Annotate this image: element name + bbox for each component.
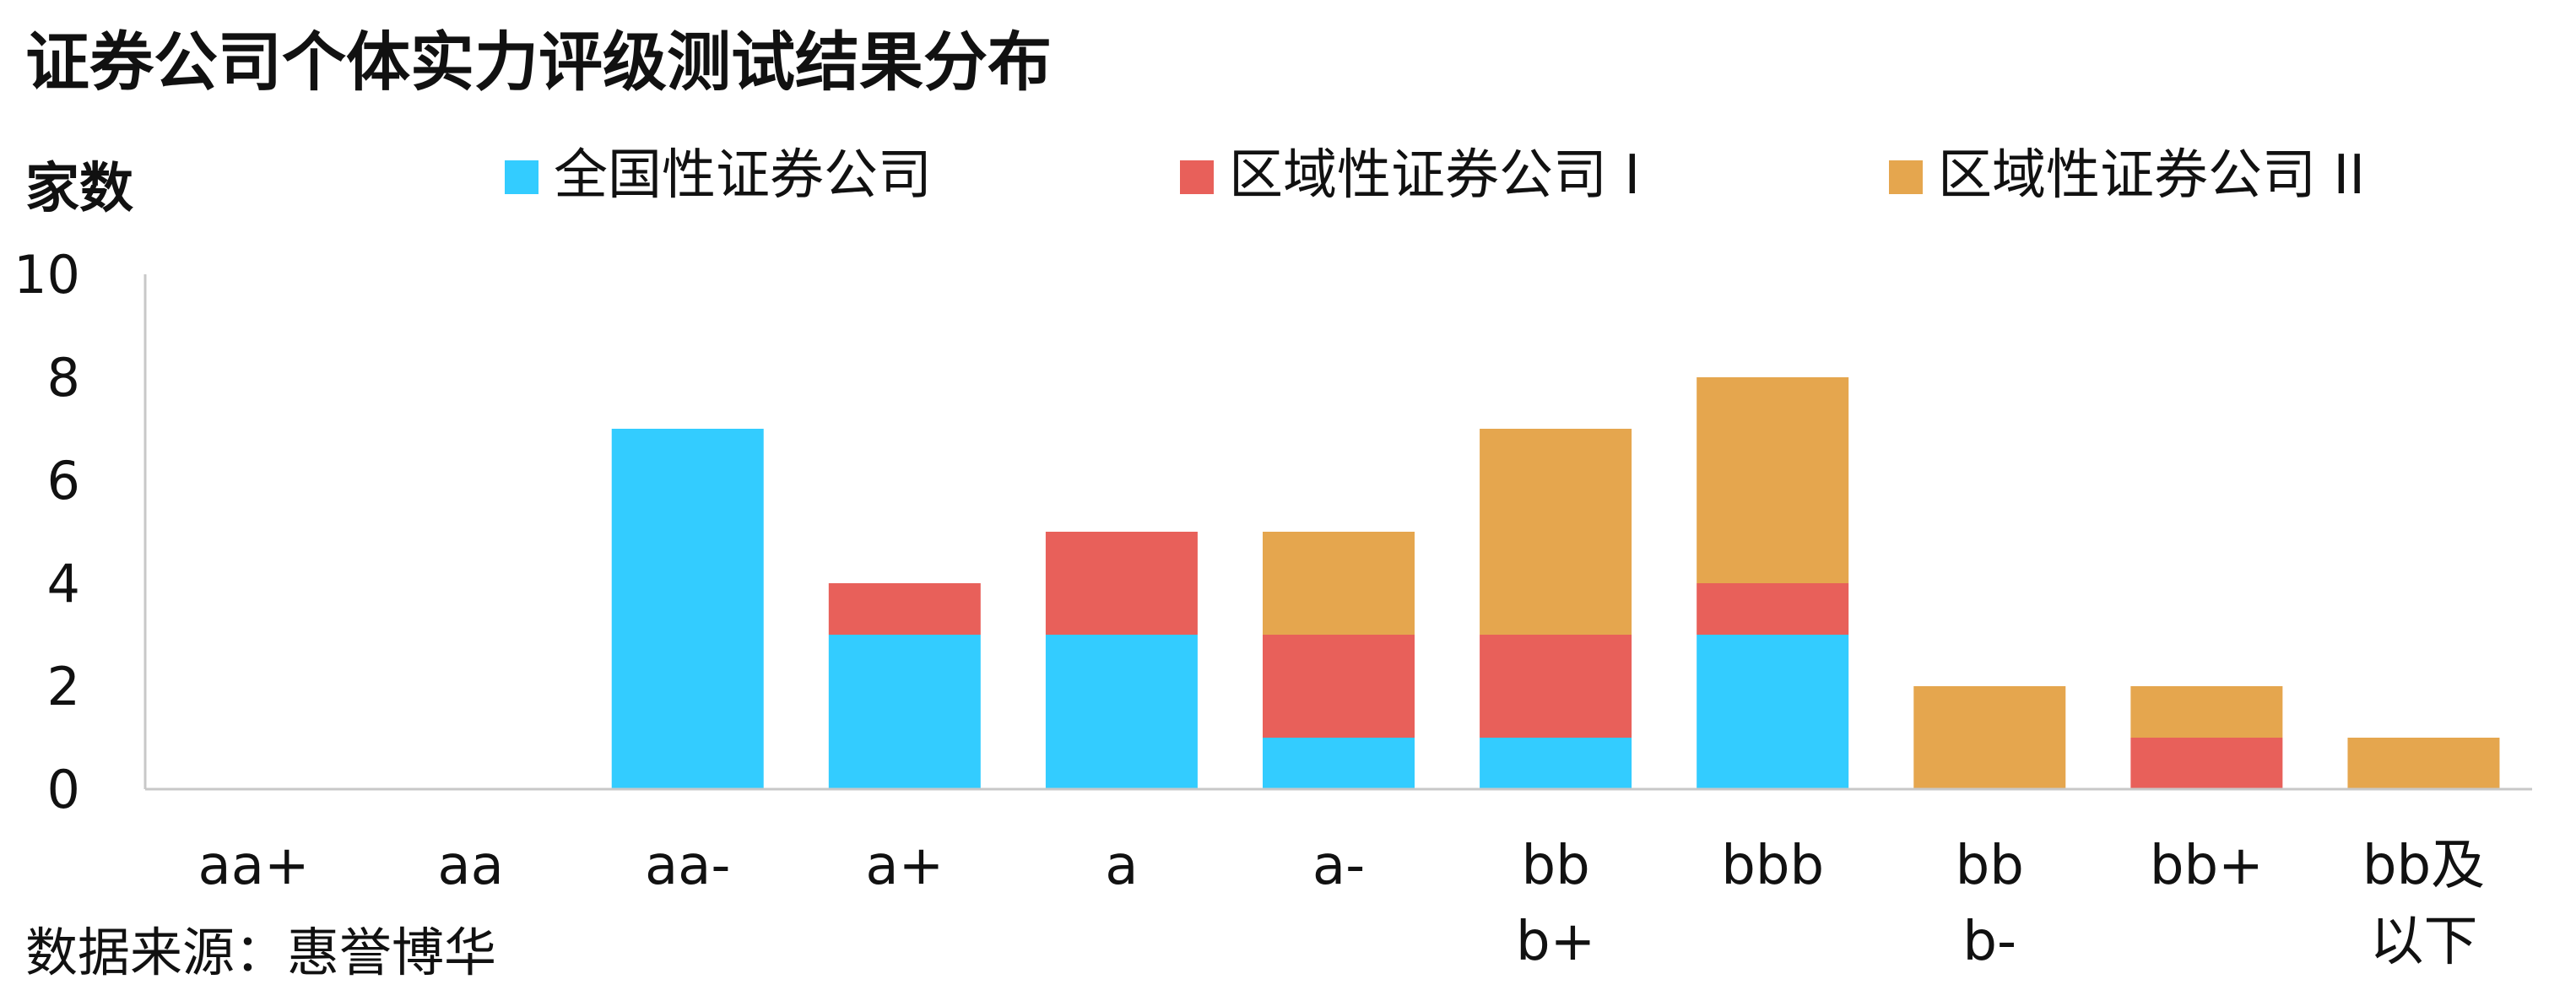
x-tick-label: bb及以下	[2362, 835, 2485, 973]
x-tick-label: a-	[1312, 835, 1365, 897]
bar-segment	[1480, 429, 1632, 635]
bar-segment	[1045, 532, 1198, 635]
bar-segment	[1263, 635, 1415, 738]
bar-segment	[1480, 635, 1632, 738]
bar-segment	[1045, 635, 1198, 789]
legend-label: 全国性证券公司	[554, 144, 932, 207]
legend-swatch	[1889, 160, 1923, 194]
bar-segment	[1697, 583, 1849, 635]
y-ticks: 0 2 4 6 8 10	[14, 244, 80, 820]
bar-segment	[2130, 686, 2283, 738]
source-note: 数据来源：惠誉博华	[25, 922, 496, 983]
legend: 全国性证券公司 区域性证券公司 I 区域性证券公司 II	[505, 144, 2365, 207]
x-tick-label: a	[1105, 835, 1138, 897]
y-tick-label: 0	[47, 759, 80, 820]
x-ticks: aa+ aa aa-a+ a a-bb b+bbb bb b-bb+ bb及以下	[198, 835, 2486, 973]
bar-segment	[828, 583, 981, 635]
bar-segment	[2347, 738, 2500, 789]
x-tick-label: aa-	[645, 835, 731, 897]
x-tick-label: bb+	[2150, 835, 2264, 897]
y-axis-label: 家数	[25, 158, 133, 220]
bar-segment	[1697, 635, 1849, 789]
bar-segment	[1697, 377, 1849, 583]
y-tick-label: 10	[14, 244, 80, 306]
y-tick-label: 6	[47, 450, 80, 511]
legend-label: 区域性证券公司 I	[1229, 144, 1640, 207]
legend-swatch	[1180, 160, 1214, 194]
x-tick-label: aa	[437, 835, 503, 897]
x-tick-label: bb b-	[1956, 835, 2024, 973]
chart-title: 证券公司个体实力评级测试结果分布	[25, 24, 1052, 100]
bar-segment	[2130, 738, 2283, 789]
bar-segment	[1913, 686, 2066, 789]
bar-segment	[1263, 532, 1415, 635]
y-tick-label: 4	[47, 553, 80, 614]
y-tick-label: 8	[47, 347, 80, 409]
bars	[611, 377, 2500, 789]
bar-segment	[828, 635, 981, 789]
x-tick-label: aa+	[198, 835, 310, 897]
y-tick-label: 2	[47, 656, 80, 717]
legend-label: 区域性证券公司 II	[1938, 144, 2365, 207]
x-tick-label: a+	[865, 835, 944, 897]
bar-segment	[1263, 738, 1415, 789]
legend-swatch	[505, 160, 538, 194]
x-tick-label: bbb	[1721, 835, 1824, 897]
x-tick-label: bb b+	[1516, 835, 1595, 973]
bar-segment	[1480, 738, 1632, 789]
bar-segment	[611, 429, 764, 789]
